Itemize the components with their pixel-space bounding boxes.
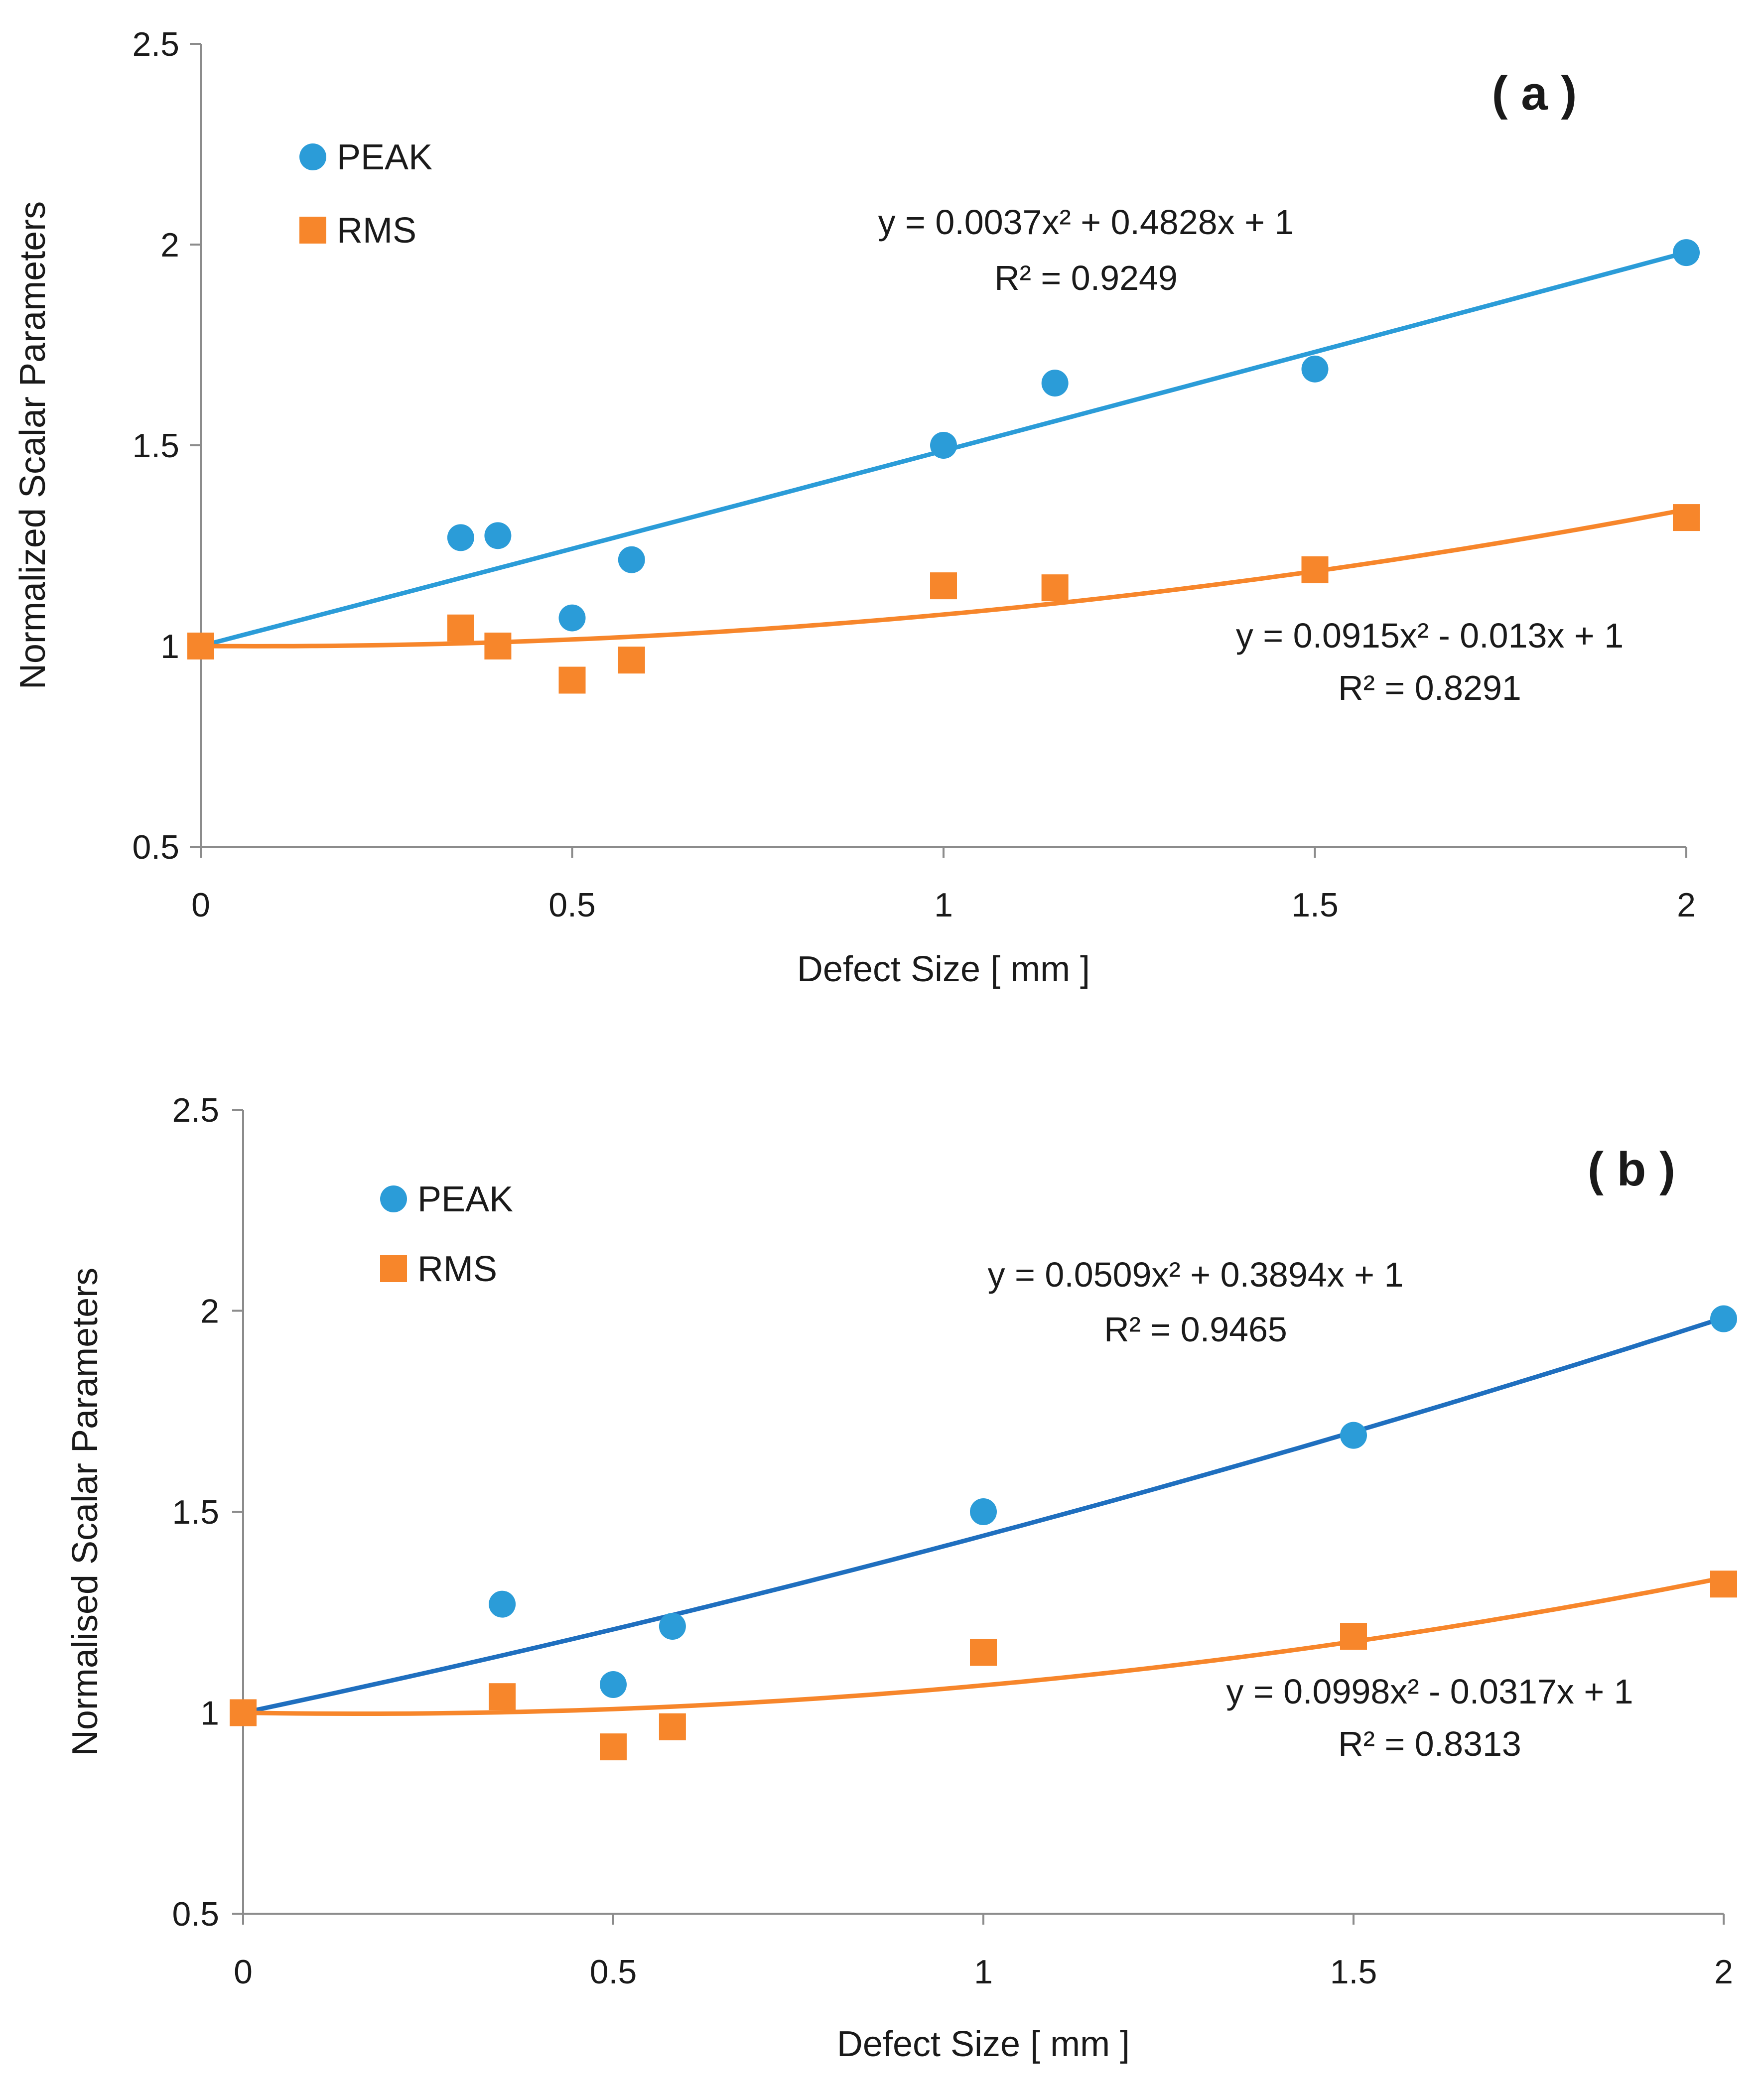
y-tick-label: 1.5 [132, 427, 179, 465]
data-point-peak [1301, 355, 1329, 383]
legend-marker-peak [380, 1185, 407, 1212]
data-point-peak [1041, 370, 1069, 397]
data-point-rms [484, 633, 512, 659]
legend-marker-peak [299, 143, 326, 170]
y-axis-title: Normalized Scalar Parameters [13, 201, 53, 689]
data-point-peak [1673, 239, 1700, 266]
x-axis-title: Defect Size [ mm ] [797, 949, 1090, 989]
y-tick-label: 0.5 [132, 828, 179, 866]
trendline-equation: y = 0.0509x² + 0.3894x + 1 [988, 1255, 1404, 1294]
panel-label: ( b ) [1588, 1143, 1675, 1196]
data-point-peak [1710, 1305, 1737, 1332]
data-point-rms [659, 1713, 686, 1740]
y-tick-label: 2.5 [172, 1091, 219, 1129]
data-point-peak [558, 604, 586, 632]
x-tick-label: 1.5 [1291, 886, 1339, 924]
trendline-rms [200, 507, 1687, 649]
trendline-equation: y = 0.0998x² - 0.0317x + 1 [1226, 1672, 1633, 1711]
y-tick-label: 2 [160, 226, 179, 264]
legend-marker-rms [299, 217, 326, 244]
x-axis-title: Defect Size [ mm ] [837, 2024, 1130, 2064]
data-point-peak [659, 1612, 686, 1640]
data-point-peak [489, 1590, 516, 1618]
y-tick-label: 1 [200, 1695, 219, 1732]
trendline-r-squared: R² = 0.9249 [994, 259, 1178, 297]
data-point-rms [930, 572, 957, 600]
legend-label-rms: RMS [417, 1249, 497, 1289]
trendline-equation: y = 0.0915x² - 0.013x + 1 [1236, 616, 1624, 655]
x-tick-label: 0.5 [590, 1953, 637, 1991]
panel-label: ( a ) [1492, 67, 1577, 120]
data-point-rms [230, 1699, 257, 1726]
trendline-r-squared: R² = 0.8291 [1338, 668, 1521, 707]
trendline-rms [243, 1575, 1724, 1716]
data-point-rms [447, 614, 474, 642]
x-tick-label: 1.5 [1330, 1953, 1377, 1991]
x-tick-label: 2 [1677, 886, 1696, 924]
data-point-rms [1041, 574, 1069, 602]
y-tick-label: 2 [200, 1293, 219, 1330]
data-point-peak [447, 524, 474, 551]
legend-marker-rms [380, 1255, 407, 1282]
trendline-r-squared: R² = 0.9465 [1104, 1310, 1287, 1349]
legend-label-peak: PEAK [417, 1179, 513, 1219]
trendline-peak [243, 1315, 1725, 1715]
y-tick-label: 1.5 [172, 1493, 219, 1531]
data-point-rms [489, 1683, 516, 1710]
y-tick-label: 2.5 [132, 25, 179, 63]
y-tick-label: 0.5 [172, 1895, 219, 1933]
chart-panel-a: 0.5 1 1.5 2 2.5 0 0.5 1 1.5 2 Defect Size [ mm ] No… [13, 25, 1700, 989]
x-tick-label: 0 [191, 886, 210, 924]
data-point-rms [618, 647, 645, 674]
x-tick-label: 2 [1714, 1953, 1733, 1991]
y-axis-title: Normalised Scalar Parameters [65, 1268, 105, 1756]
data-point-peak [930, 432, 957, 459]
data-point-peak [484, 522, 512, 549]
x-tick-label: 0.5 [548, 886, 596, 924]
x-tick-label: 0 [234, 1953, 253, 1991]
data-point-rms [187, 633, 214, 659]
legend-label-rms: RMS [337, 211, 416, 251]
legend-label-peak: PEAK [337, 137, 432, 177]
trendline-equation: y = 0.0037x² + 0.4828x + 1 [878, 203, 1294, 242]
chart-panel-b: 0.5 1 1.5 2 2.5 0 0.5 1 1.5 2 Defect Size [ mm ] No… [65, 1091, 1737, 2064]
data-point-rms [1301, 556, 1329, 583]
data-point-peak [600, 1671, 627, 1699]
data-point-rms [600, 1733, 627, 1761]
data-point-peak [618, 546, 645, 573]
data-point-rms [558, 666, 586, 694]
data-point-peak [970, 1498, 997, 1525]
y-tick-label: 1 [160, 628, 179, 665]
data-point-rms [1710, 1571, 1737, 1598]
data-point-rms [1673, 504, 1700, 531]
x-tick-label: 1 [974, 1953, 993, 1991]
data-point-peak [1340, 1422, 1367, 1449]
trendline-r-squared: R² = 0.8313 [1338, 1724, 1521, 1763]
x-tick-label: 1 [934, 886, 953, 924]
data-point-rms [970, 1639, 997, 1666]
data-point-rms [1340, 1623, 1367, 1650]
